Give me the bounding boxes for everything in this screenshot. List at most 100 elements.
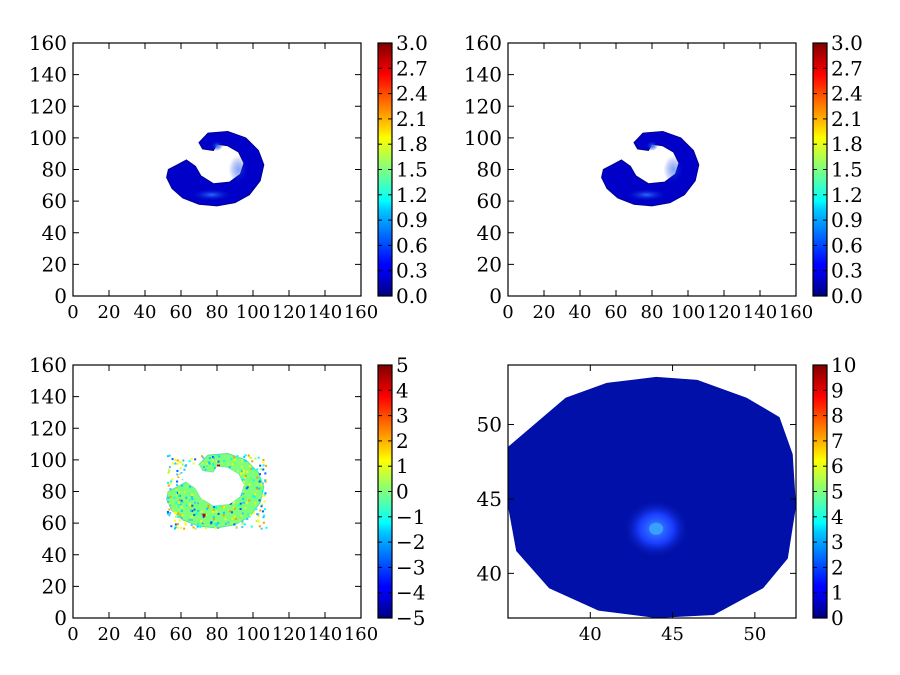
heatmap-content bbox=[508, 376, 796, 618]
residual-pixel bbox=[257, 515, 260, 518]
residual-pixel bbox=[264, 472, 267, 475]
residual-pixel bbox=[174, 526, 177, 529]
y-tick-label: 20 bbox=[42, 252, 67, 276]
y-tick-label: 60 bbox=[42, 511, 67, 535]
colorbar-tick-label: 8 bbox=[831, 404, 844, 428]
residual-pixel bbox=[178, 509, 181, 512]
residual-pixel bbox=[240, 469, 243, 472]
y-tick-label: 40 bbox=[42, 221, 67, 245]
x-tick-label: 80 bbox=[641, 302, 664, 323]
residual-pixel bbox=[212, 516, 215, 519]
residual-pixel bbox=[224, 516, 227, 519]
colorbar-tick-label: 2.4 bbox=[396, 82, 428, 106]
residual-pixel bbox=[206, 466, 209, 469]
residual-pixel bbox=[180, 509, 183, 512]
residual-pixel bbox=[205, 514, 208, 517]
residual-pixel bbox=[193, 501, 196, 504]
residual-pixel bbox=[179, 503, 182, 506]
x-tick-label: 0 bbox=[67, 624, 78, 645]
residual-pixel bbox=[250, 467, 253, 470]
x-tick-label: 50 bbox=[743, 624, 766, 645]
residual-pixel bbox=[241, 512, 244, 515]
y-tick-label: 20 bbox=[477, 252, 502, 276]
colorbar-tick-label: −5 bbox=[396, 606, 425, 630]
residual-pixel bbox=[239, 502, 242, 505]
colorbar-tick-label: 7 bbox=[831, 429, 844, 453]
residual-pixel bbox=[217, 522, 220, 525]
residual-pixel bbox=[242, 478, 245, 481]
residual-pixel bbox=[233, 458, 236, 461]
residual-pixel bbox=[176, 473, 179, 476]
y-tick-label: 0 bbox=[54, 606, 67, 630]
residual-pixel bbox=[242, 491, 245, 494]
x-tick-label: 45 bbox=[661, 624, 684, 645]
residual-pixel bbox=[179, 526, 182, 529]
residual-pixel bbox=[178, 491, 181, 494]
residual-pixel bbox=[228, 508, 231, 511]
residual-pixel bbox=[195, 512, 198, 515]
x-tick-label: 100 bbox=[236, 302, 270, 323]
residual-pixel bbox=[167, 501, 170, 504]
residual-pixel bbox=[212, 458, 215, 461]
residual-pixel bbox=[222, 511, 225, 514]
colorbar-tick-label: 6 bbox=[831, 454, 844, 478]
x-tick-label: 140 bbox=[308, 624, 342, 645]
colorbar-tick-label: 0.6 bbox=[396, 233, 428, 257]
residual-pixel bbox=[212, 457, 215, 460]
colorbar-tick-label: 10 bbox=[831, 353, 856, 377]
y-tick-label: 120 bbox=[29, 416, 67, 440]
residual-pixel bbox=[263, 514, 266, 517]
residual-pixel bbox=[181, 463, 184, 466]
bright-spot bbox=[646, 140, 658, 151]
residual-pixel bbox=[197, 522, 200, 525]
residual-pixel bbox=[246, 470, 249, 473]
residual-pixel bbox=[181, 514, 184, 517]
residual-pixel bbox=[251, 460, 254, 463]
y-tick-label: 160 bbox=[29, 353, 67, 377]
residual-pixel bbox=[175, 515, 178, 518]
x-tick-label: 20 bbox=[98, 624, 121, 645]
residual-pixel bbox=[261, 510, 264, 513]
residual-pixel bbox=[246, 486, 249, 489]
residual-pixel bbox=[170, 480, 173, 483]
residual-pixel bbox=[191, 509, 194, 512]
residual-pixel bbox=[179, 467, 182, 470]
colorbar-tick-label: 5 bbox=[831, 480, 844, 504]
residual-pixel bbox=[256, 483, 259, 486]
residual-pixel bbox=[168, 508, 171, 511]
y-tick-label: 60 bbox=[42, 189, 67, 213]
y-tick-label: 80 bbox=[477, 158, 502, 182]
heatmap-panel-top-right: 0 20 40 60 80 100 120 140 1600204060801001201401… bbox=[464, 31, 863, 323]
residual-pixel bbox=[242, 501, 245, 504]
heatmap-content bbox=[601, 130, 700, 207]
residual-pixel bbox=[240, 479, 243, 482]
residual-pixel bbox=[205, 462, 208, 465]
residual-pixel bbox=[171, 458, 174, 461]
residual-pixel bbox=[215, 460, 218, 463]
residual-pixel bbox=[248, 455, 251, 458]
colorbar-tick-label: 4 bbox=[831, 505, 844, 529]
residual-pixel bbox=[199, 525, 202, 528]
residual-pixel bbox=[182, 459, 185, 462]
residual-pixel bbox=[243, 476, 246, 479]
colorbar-tick-label: 1.2 bbox=[831, 183, 863, 207]
residual-pixel bbox=[191, 516, 194, 519]
outlier-pixel bbox=[202, 513, 206, 517]
residual-pixel bbox=[168, 454, 171, 457]
residual-pixel bbox=[183, 468, 186, 471]
residual-pixel bbox=[231, 463, 234, 466]
colorbar-tick-label: 4 bbox=[396, 378, 409, 402]
crescent-region bbox=[601, 130, 700, 207]
residual-pixel bbox=[257, 520, 260, 523]
residual-pixel bbox=[262, 521, 265, 524]
x-tick-label: 60 bbox=[605, 302, 628, 323]
zoom-region bbox=[508, 376, 796, 618]
heatmap-content bbox=[166, 452, 268, 530]
residual-pixel bbox=[189, 509, 192, 512]
residual-pixel bbox=[243, 455, 246, 458]
residual-pixel bbox=[200, 520, 203, 523]
residual-pixel bbox=[257, 456, 260, 459]
y-tick-label: 100 bbox=[29, 126, 67, 150]
colorbar-tick-label: −4 bbox=[396, 581, 425, 605]
